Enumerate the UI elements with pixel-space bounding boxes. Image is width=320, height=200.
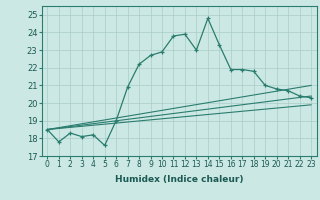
- X-axis label: Humidex (Indice chaleur): Humidex (Indice chaleur): [115, 175, 244, 184]
